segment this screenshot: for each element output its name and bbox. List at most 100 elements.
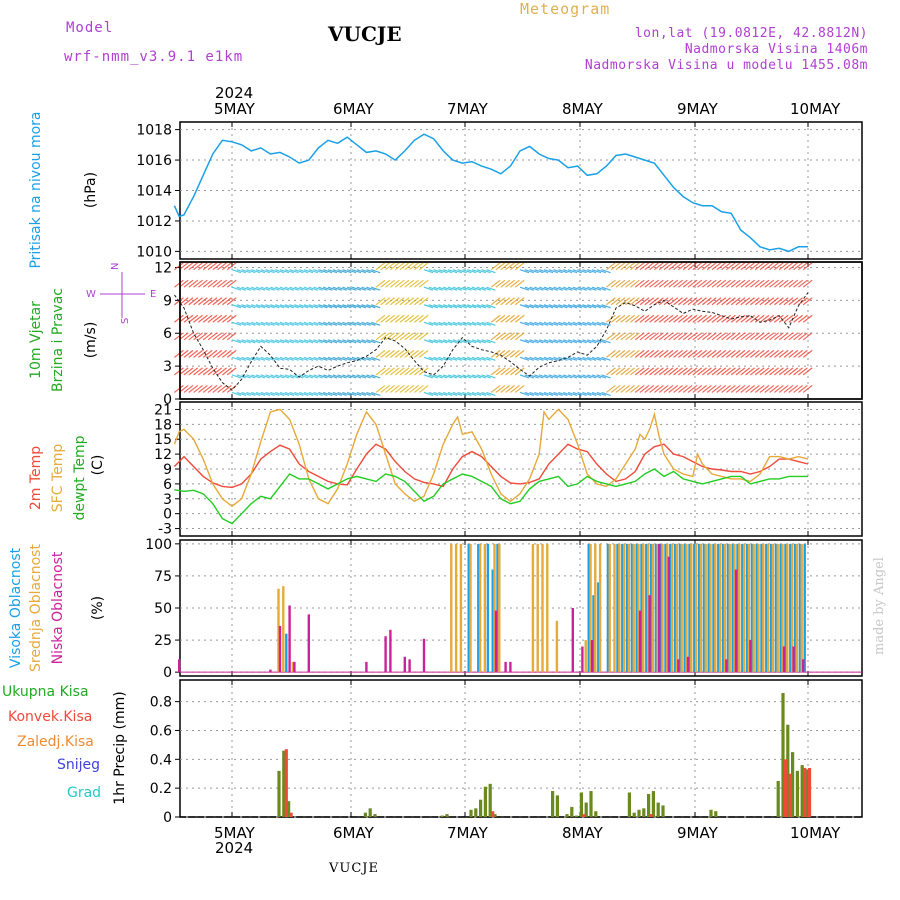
wind-barb [486, 304, 496, 309]
cloud-low-bar [734, 569, 738, 673]
wind-barb [486, 286, 496, 291]
cloud-high-bar [789, 543, 792, 673]
wind-barb [682, 384, 693, 393]
wind-barb [711, 279, 722, 288]
wind-barb [318, 286, 328, 291]
wind-barb [356, 374, 366, 379]
day-label-top: 9MAY [677, 100, 719, 118]
wind-barb [678, 279, 688, 288]
wind-barb [371, 339, 381, 344]
wind-barb [778, 349, 789, 358]
wind-barb [654, 332, 664, 341]
wind-barb [433, 286, 443, 291]
wind-barb [275, 356, 285, 361]
wind-barb [769, 367, 779, 376]
wind-barb [447, 321, 458, 326]
wind-barb [231, 374, 242, 379]
wind-barb [198, 367, 208, 376]
cloud-low-bar [365, 661, 368, 673]
precip-convective-bar [649, 814, 653, 817]
wind-barb [500, 332, 511, 341]
wind-barb [361, 339, 371, 344]
wind-barb [471, 374, 482, 379]
wind-barb [778, 384, 789, 393]
wind-barb [236, 321, 246, 326]
precip-total-bar [584, 802, 588, 817]
wind-barb [294, 269, 304, 274]
wind-barb [740, 314, 751, 323]
wind-barb [308, 304, 318, 309]
wind-barb [495, 384, 506, 393]
wind-barb [270, 286, 280, 291]
cloud-mid-bar [598, 543, 602, 673]
cloud-mid-bar [531, 543, 535, 673]
cloud-low-bar [792, 646, 795, 673]
wind-barb [745, 314, 755, 323]
wind-barb [471, 339, 482, 344]
temp-sfc-line [173, 408, 809, 508]
wind-barb [587, 374, 597, 379]
wind-barb [740, 384, 751, 393]
wind-barb [462, 391, 472, 396]
wind-barb [447, 356, 458, 361]
cloud-low-bar [725, 659, 728, 673]
wind-barb [433, 269, 443, 274]
wind-barb [658, 279, 669, 288]
wind-barb [323, 339, 333, 344]
wind-barb [567, 374, 578, 379]
wind-barb [654, 384, 664, 393]
wind-barb [486, 269, 496, 274]
cloud-high-bar [621, 543, 624, 673]
y-tick-label: 6 [163, 477, 172, 493]
wind-barb [188, 314, 199, 323]
wind-barb [332, 321, 342, 326]
cloud-low-bar [677, 659, 680, 673]
precip-total-bar [440, 815, 444, 817]
wind-barb [663, 314, 674, 323]
wind-barb [193, 314, 203, 323]
wind-barb [721, 279, 731, 288]
wind-barb [625, 384, 635, 393]
wind-barb [371, 304, 381, 309]
wind-barb [682, 314, 693, 323]
wind-barb [711, 384, 722, 393]
cloud-high-bar [654, 543, 658, 673]
wind-barb [500, 384, 511, 393]
wind-barb [476, 374, 486, 379]
precip-convective-bar [582, 814, 586, 817]
cloud-high-bar [688, 543, 691, 673]
wind-barb [649, 262, 659, 271]
wind-barb [323, 269, 333, 274]
wind-barb [332, 286, 342, 291]
wind-barb [409, 262, 419, 271]
wind-barb [462, 356, 472, 361]
wind-barb [246, 321, 256, 326]
y-tick-label: 0.4 [150, 752, 172, 768]
wind-barb [284, 321, 294, 326]
wind-barb [539, 339, 549, 344]
wind-barb [788, 297, 799, 306]
cloud-mid-bar [723, 543, 727, 673]
wind-barb [697, 262, 707, 271]
wind-barb [356, 339, 366, 344]
wind-barb [231, 356, 242, 361]
wind-barb [289, 374, 299, 379]
y-tick-label: 0.2 [150, 781, 172, 797]
wind-barb [759, 332, 770, 341]
wind-barb [534, 391, 544, 396]
precip-convective-bar [807, 767, 812, 817]
wind-barb [337, 356, 347, 361]
wind-barb [639, 332, 650, 341]
wind-barb [730, 332, 741, 341]
wind-barb [649, 332, 659, 341]
wind-barb [754, 332, 765, 341]
cloud-mid-bar [790, 543, 794, 673]
wind-barb [678, 262, 688, 271]
wind-barb [260, 321, 270, 326]
wind-barb [495, 332, 506, 341]
wind-barb [183, 332, 194, 341]
wind-barb [711, 297, 722, 306]
wind-barb [548, 339, 558, 344]
wind-barb [802, 367, 813, 376]
